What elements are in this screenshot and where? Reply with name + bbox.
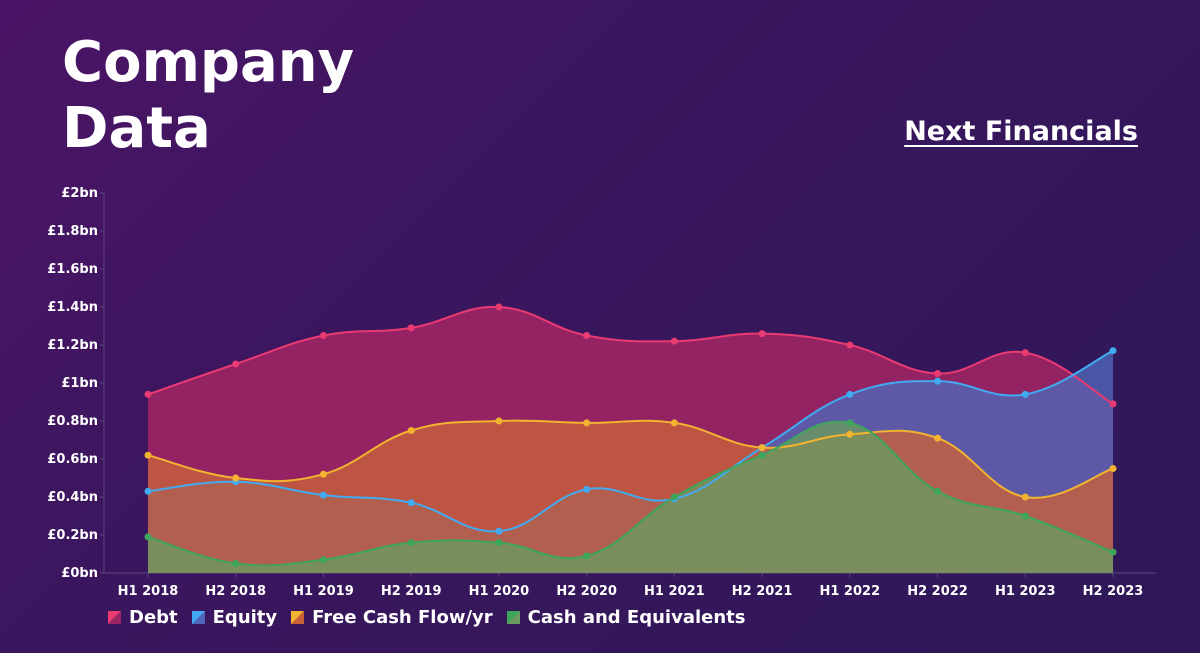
x-tick-label: H1 2020 — [469, 584, 530, 599]
point-free-cash-flow-yr — [407, 427, 415, 434]
point-debt — [319, 332, 327, 339]
x-tick-label: H2 2022 — [907, 584, 968, 599]
x-tick-label: H2 2021 — [732, 584, 793, 599]
title-line-2: Data — [62, 96, 211, 161]
x-tick-label: H1 2023 — [995, 584, 1056, 599]
point-debt — [495, 303, 503, 311]
point-equity — [934, 377, 942, 385]
legend-swatch-icon — [506, 611, 520, 624]
y-tick-label: £0.4bn — [47, 490, 98, 505]
y-tick-label: £0.8bn — [47, 414, 98, 429]
line-free-cash-flow-yr — [147, 419, 1114, 499]
point-cash-and-equivalents — [934, 487, 942, 495]
x-tick-label: H2 2019 — [381, 584, 442, 599]
area-cash-and-equivalents — [148, 421, 1113, 573]
point-equity — [144, 487, 152, 495]
point-debt — [1109, 400, 1117, 408]
legend-swatch-icon — [191, 611, 205, 624]
point-debt — [407, 324, 415, 332]
line-debt — [147, 305, 1114, 405]
y-tick-label: £0.2bn — [47, 528, 98, 543]
y-tick-label: £1.2bn — [47, 338, 98, 353]
point-free-cash-flow-yr — [758, 444, 766, 452]
y-tick-label: £1bn — [61, 376, 98, 391]
point-cash-and-equivalents — [407, 539, 415, 547]
point-debt — [758, 330, 766, 338]
point-debt — [1021, 349, 1029, 357]
legend-label: Cash and Equivalents — [527, 607, 746, 628]
y-tick-label: £2bn — [61, 186, 98, 201]
point-debt — [232, 360, 240, 368]
legend-item-cash-and-equivalents[interactable]: Cash and Equivalents — [506, 607, 746, 628]
point-cash-and-equivalents — [1021, 512, 1029, 520]
y-tick-label: £1.6bn — [47, 262, 98, 277]
y-tick-label: £1.8bn — [47, 224, 98, 239]
y-tick-label: £1.4bn — [47, 300, 98, 315]
point-debt — [144, 390, 152, 398]
point-free-cash-flow-yr — [934, 434, 942, 442]
point-free-cash-flow-yr — [670, 419, 678, 427]
point-equity — [1021, 390, 1029, 398]
x-tick-label: H1 2021 — [644, 584, 705, 599]
title-line-1: Company — [62, 30, 355, 95]
legend-swatch-icon — [108, 611, 121, 624]
legend-label: Free Cash Flow/yr — [312, 607, 493, 628]
point-cash-and-equivalents — [758, 451, 766, 459]
point-cash-and-equivalents — [1109, 548, 1117, 556]
x-tick-label: H1 2022 — [819, 584, 880, 599]
legend-item-debt[interactable]: Debt — [108, 607, 178, 628]
point-equity — [583, 485, 591, 493]
point-cash-and-equivalents — [495, 539, 503, 547]
point-equity — [495, 527, 503, 535]
page-title: Company Data — [62, 30, 354, 162]
x-tick-label: H2 2023 — [1083, 584, 1144, 599]
point-free-cash-flow-yr — [144, 451, 152, 459]
point-free-cash-flow-yr — [1021, 493, 1029, 501]
point-debt — [583, 332, 591, 339]
point-debt — [846, 341, 854, 349]
point-cash-and-equivalents — [232, 560, 240, 567]
point-equity — [1109, 347, 1117, 355]
x-tick-label: H2 2018 — [205, 584, 266, 599]
point-debt — [934, 370, 942, 377]
point-equity — [407, 499, 415, 507]
legend-item-free-cash-flow-yr[interactable]: Free Cash Flow/yr — [291, 607, 493, 628]
point-cash-and-equivalents — [144, 533, 152, 541]
point-free-cash-flow-yr — [495, 417, 503, 425]
legend-label: Debt — [129, 607, 178, 628]
point-free-cash-flow-yr — [1109, 465, 1117, 472]
point-free-cash-flow-yr — [846, 430, 854, 438]
point-equity — [846, 390, 854, 398]
legend-item-equity[interactable]: Equity — [191, 607, 278, 628]
y-tick-label: £0bn — [61, 566, 98, 581]
point-cash-and-equivalents — [670, 493, 678, 501]
chart-legend: Debt Equity Free Cash Flow/yr Cash and Equi… — [108, 607, 746, 628]
point-equity — [319, 491, 327, 499]
x-tick-label: H2 2020 — [556, 584, 617, 599]
x-tick-label: H1 2019 — [293, 584, 354, 599]
point-cash-and-equivalents — [319, 556, 327, 564]
legend-label: Equity — [212, 607, 278, 628]
y-tick-label: £0.6bn — [47, 452, 98, 467]
point-free-cash-flow-yr — [232, 474, 240, 482]
point-cash-and-equivalents — [583, 552, 591, 560]
point-cash-and-equivalents — [846, 419, 854, 427]
x-tick-label: H1 2018 — [118, 584, 179, 599]
point-free-cash-flow-yr — [319, 470, 327, 478]
chart-subtitle: Next Financials — [904, 116, 1138, 147]
point-debt — [670, 337, 678, 345]
point-free-cash-flow-yr — [583, 419, 591, 427]
legend-swatch-icon — [291, 611, 305, 624]
